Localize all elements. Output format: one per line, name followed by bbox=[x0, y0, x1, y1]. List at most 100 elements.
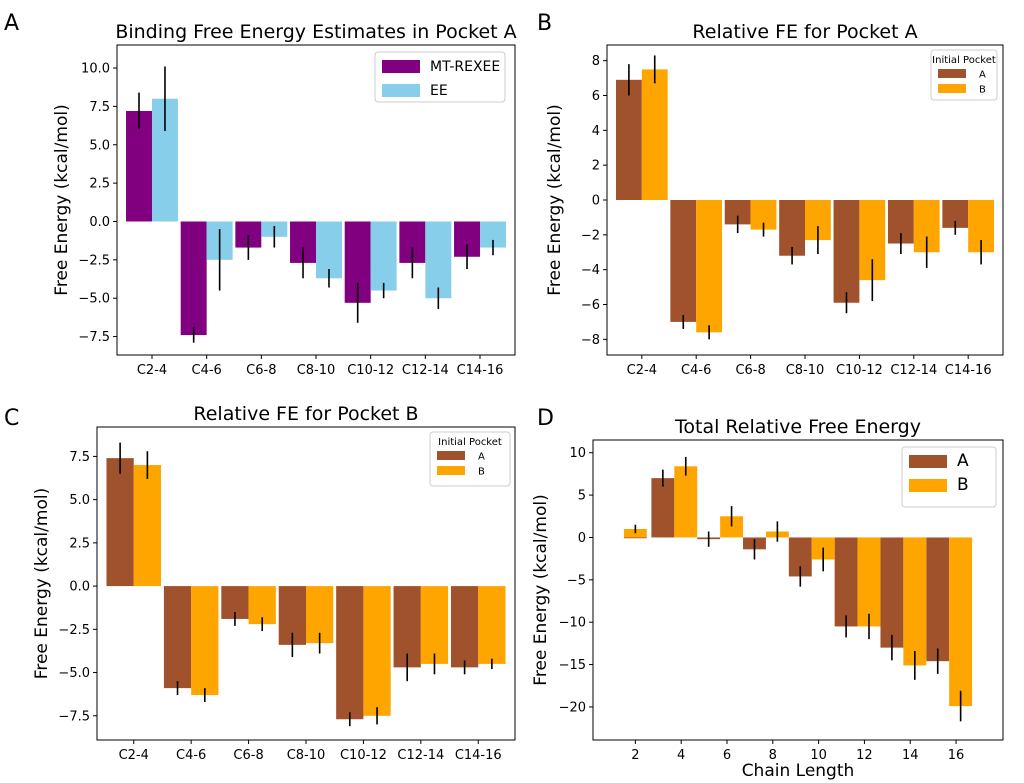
bar bbox=[834, 537, 858, 627]
y-tick-label: −2 bbox=[581, 228, 600, 243]
bar bbox=[478, 586, 506, 664]
bar bbox=[133, 465, 162, 587]
chart-title: Binding Free Energy Estimates in Pocket … bbox=[115, 21, 516, 43]
x-tick-label: C6-8 bbox=[233, 748, 263, 763]
y-tick-label: 7.5 bbox=[89, 100, 110, 115]
x-tick-label: 4 bbox=[677, 748, 685, 763]
y-tick-label: 0.0 bbox=[69, 580, 90, 595]
x-tick-label: 2 bbox=[631, 748, 639, 763]
bar bbox=[857, 537, 881, 627]
legend-label: B bbox=[979, 85, 986, 96]
bar bbox=[926, 537, 950, 662]
y-tick-label: −5.0 bbox=[58, 666, 90, 681]
chart-title: Relative FE for Pocket B bbox=[193, 403, 418, 425]
bar bbox=[106, 458, 134, 587]
legend-swatch bbox=[909, 455, 947, 468]
legend-swatch bbox=[909, 479, 947, 492]
bar bbox=[363, 586, 391, 716]
x-tick-label: C10-12 bbox=[347, 363, 394, 378]
y-tick-label: 4 bbox=[592, 124, 600, 139]
bars bbox=[106, 442, 506, 727]
y-tick-label: −5.0 bbox=[78, 292, 110, 307]
y-tick-label: 5.0 bbox=[69, 493, 90, 508]
panel-label: B bbox=[537, 11, 552, 36]
y-axis-label: Free Energy (kcal/mol) bbox=[545, 104, 565, 295]
legend-swatch bbox=[437, 466, 465, 475]
y-tick-label: 2 bbox=[592, 159, 600, 174]
y-tick-label: −6 bbox=[581, 298, 600, 313]
y-tick-label: −15 bbox=[559, 658, 586, 673]
x-tick-label: C12-14 bbox=[397, 748, 444, 763]
chart-title: Total Relative Free Energy bbox=[674, 416, 921, 438]
y-tick-label: 10 bbox=[569, 446, 586, 461]
axes-frame bbox=[96, 426, 516, 741]
legend-label: A bbox=[957, 451, 969, 471]
x-tick-label: 6 bbox=[723, 748, 731, 763]
axes-frame bbox=[116, 44, 516, 356]
legend-label: MT-REXEE bbox=[430, 59, 500, 75]
x-tick-label: C4-6 bbox=[192, 363, 222, 378]
bar bbox=[191, 586, 219, 696]
x-tick-label: 16 bbox=[948, 748, 965, 763]
bar bbox=[623, 537, 647, 539]
legend-label: A bbox=[478, 452, 485, 463]
y-tick-label: −2.5 bbox=[78, 253, 110, 268]
chart-d: D Total Relative Free Energy 2 4 6 8 10 12 14 16 −… bbox=[531, 406, 1004, 781]
x-tick-label: C10-12 bbox=[836, 363, 883, 378]
bar bbox=[615, 79, 642, 200]
x-tick-label: C14-16 bbox=[455, 748, 502, 763]
x-tick-label: C14-16 bbox=[945, 363, 992, 378]
x-tick-label: 12 bbox=[856, 748, 873, 763]
x-tick-label: 10 bbox=[810, 748, 827, 763]
x-tick-label: C4-6 bbox=[176, 748, 206, 763]
x-tick-label: C2-4 bbox=[137, 363, 167, 378]
bar bbox=[420, 586, 449, 664]
y-axis-label: Free Energy (kcal/mol) bbox=[32, 488, 52, 679]
bar bbox=[880, 537, 904, 648]
legend-title: Initial Pocket bbox=[932, 55, 996, 66]
legend-label: A bbox=[979, 70, 986, 81]
bar bbox=[833, 200, 860, 303]
x-tick-label: C12-14 bbox=[402, 363, 449, 378]
legend-swatch bbox=[437, 451, 465, 460]
bars bbox=[623, 456, 973, 722]
y-tick-label: −2.5 bbox=[58, 623, 90, 638]
x-tick-label: C10-12 bbox=[340, 748, 387, 763]
legend: Initial Pocket AB bbox=[429, 431, 511, 487]
x-tick-label: C6-8 bbox=[246, 363, 276, 378]
y-tick-label: −7.5 bbox=[78, 330, 110, 345]
axes-frame bbox=[606, 44, 1004, 356]
y-tick-label: −8 bbox=[581, 333, 600, 348]
bar bbox=[651, 478, 675, 538]
legend-label: B bbox=[957, 475, 969, 495]
bar bbox=[370, 221, 397, 291]
bar bbox=[903, 537, 927, 666]
legend-swatch bbox=[382, 60, 420, 73]
x-tick-label: C2-4 bbox=[119, 748, 149, 763]
bar bbox=[336, 586, 364, 720]
y-tick-label: −7.5 bbox=[58, 709, 90, 724]
bars bbox=[615, 55, 995, 340]
y-tick-label: −10 bbox=[559, 616, 586, 631]
legend-label: EE bbox=[430, 83, 448, 99]
y-tick-label: 8 bbox=[592, 54, 600, 69]
panel-label: C bbox=[4, 406, 19, 431]
chart-c: C Relative FE for Pocket B C2-4 C4-6 C6-8 C8-… bbox=[4, 403, 516, 763]
panel-label: D bbox=[537, 406, 554, 431]
x-tick-label: C14-16 bbox=[457, 363, 504, 378]
bar bbox=[949, 537, 973, 707]
legend-label: B bbox=[478, 467, 485, 478]
y-tick-label: 2.5 bbox=[69, 536, 90, 551]
bar bbox=[450, 586, 479, 668]
bar bbox=[163, 586, 192, 689]
y-tick-label: 7.5 bbox=[69, 450, 90, 465]
bar bbox=[316, 221, 342, 279]
legend-title: Initial Pocket bbox=[438, 437, 502, 448]
axes-frame bbox=[592, 439, 1004, 741]
y-tick-label: −20 bbox=[559, 700, 586, 715]
bar bbox=[641, 69, 668, 200]
legend: MT-REXEE EE bbox=[374, 51, 506, 103]
chart-b: B Relative FE for Pocket A C2-4 C4-6 C6-8 C8-… bbox=[537, 11, 1004, 378]
x-tick-label: C12-14 bbox=[890, 363, 937, 378]
